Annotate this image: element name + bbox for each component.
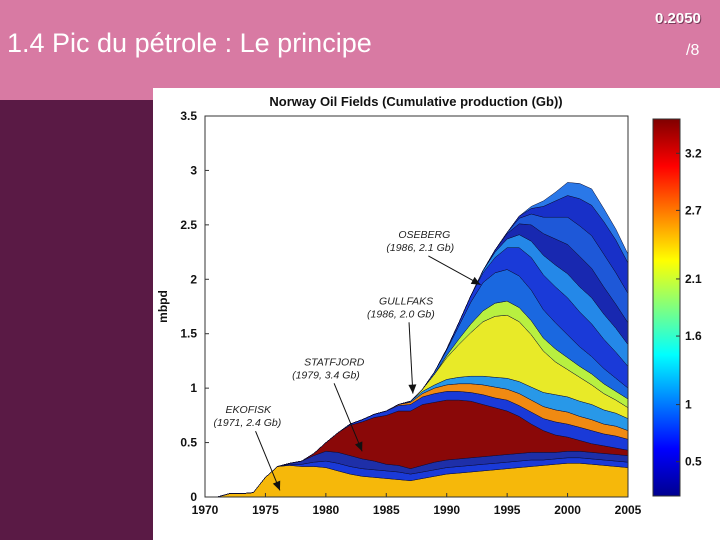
annotation-arrow-line [408, 322, 414, 394]
chart-title: Norway Oil Fields (Cumulative production… [269, 94, 562, 109]
annotation-name: OSEBERG [398, 229, 450, 241]
x-tick-label: 1975 [252, 503, 279, 517]
annotation-arrow-head [470, 276, 481, 285]
annotation-gullfaks: GULLFAKS(1986, 2.0 Gb) [367, 295, 435, 394]
colorbar [652, 118, 681, 497]
x-tick-label: 1985 [373, 503, 400, 517]
plot-frame [204, 115, 629, 498]
annotation-detail: (1979, 3.4 Gb) [292, 369, 360, 381]
slide-title: 1.4 Pic du pétrole : Le principe [7, 28, 372, 58]
y-tick-label: 2 [190, 272, 197, 286]
x-tick-label: 2000 [554, 503, 581, 517]
annotation-statfjord: STATFJORD(1979, 3.4 Gb) [292, 356, 365, 452]
annotation-arrow-head [272, 480, 281, 491]
colorbar-tick-label: 3.2 [685, 146, 702, 160]
annotation-arrow-head [354, 441, 363, 452]
norway-oil-chart: Norway Oil Fields (Cumulative production… [153, 88, 720, 540]
y-tick-label: 0.5 [180, 436, 197, 450]
y-tick-label: 3.5 [180, 109, 197, 123]
y-axis-label: mbpd [156, 290, 170, 323]
y-tick-label: 1.5 [180, 327, 197, 341]
x-tick-label: 2005 [615, 503, 642, 517]
y-tick-label: 1 [190, 381, 197, 395]
annotation-name: GULLFAKS [379, 295, 433, 307]
slide-sidebar [0, 100, 153, 540]
annotation-oseberg: OSEBERG(1986, 2.1 Gb) [386, 229, 481, 286]
annotation-detail: (1986, 2.1 Gb) [386, 242, 454, 254]
annotation-detail: (1971, 2.4 Gb) [214, 417, 282, 429]
brand-logo: 0.2050 [655, 10, 701, 27]
annotation-arrow-line [255, 430, 281, 491]
slide-header [0, 0, 720, 100]
y-tick-label: 3 [190, 163, 197, 177]
colorbar-tick-label: 2.1 [685, 272, 702, 286]
colorbar-tick-label: 1.6 [685, 329, 702, 343]
page-number: /8 [686, 42, 700, 59]
annotation-detail: (1986, 2.0 Gb) [367, 308, 435, 320]
x-tick-label: 1990 [433, 503, 460, 517]
colorbar-tick-label: 2.7 [685, 203, 702, 217]
annotation-ekofisk: EKOFISK(1971, 2.4 Gb) [214, 404, 282, 491]
colorbar-tick-label: 0.5 [685, 455, 702, 469]
x-tick-label: 1970 [192, 503, 219, 517]
annotation-name: STATFJORD [304, 356, 365, 368]
y-tick-label: 2.5 [180, 218, 197, 232]
annotation-arrow-head [408, 384, 417, 394]
x-tick-label: 1995 [494, 503, 521, 517]
x-tick-label: 1980 [313, 503, 340, 517]
colorbar-tick-label: 1 [685, 398, 692, 412]
annotation-arrow-line [333, 383, 363, 452]
y-tick-label: 0 [190, 490, 197, 504]
annotation-name: EKOFISK [226, 404, 273, 416]
annotation-arrow-line [428, 255, 481, 286]
